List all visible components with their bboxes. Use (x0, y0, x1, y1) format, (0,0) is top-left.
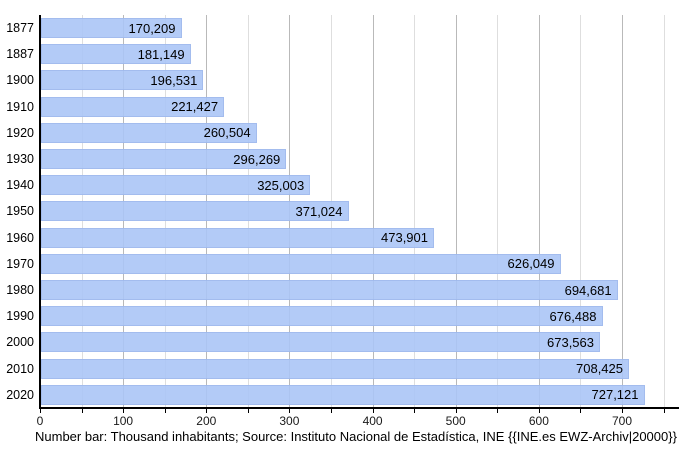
bar-1900: 196,531 (41, 70, 204, 91)
x-axis-tick (206, 409, 208, 413)
x-axis-tick (81, 409, 83, 413)
year-label: 1920 (6, 125, 34, 140)
bar-value-label: 181,149 (137, 46, 185, 62)
x-axis-tick-label: 500 (445, 414, 466, 428)
bar-value-label: 676,488 (549, 308, 597, 324)
bar-value-label: 296,269 (233, 151, 281, 167)
bar-1887: 181,149 (41, 44, 191, 65)
bar-value-label: 371,024 (295, 203, 343, 219)
year-label: 1887 (6, 47, 34, 62)
year-label: 1930 (6, 152, 34, 166)
bar-1960: 473,901 (41, 227, 434, 248)
bar-2020: 727,121 (41, 384, 645, 405)
chart-caption: Number bar: Thousand inhabitants; Source… (35, 429, 677, 444)
bar-value-label: 170,209 (128, 20, 176, 36)
bar-value-label: 626,049 (507, 256, 555, 272)
x-axis-tick (663, 409, 665, 413)
x-axis-tick (622, 409, 623, 413)
year-label: 2000 (6, 335, 34, 350)
bar-1950: 371,024 (41, 201, 349, 222)
year-label: 1940 (6, 178, 34, 193)
x-axis-tick-label: 200 (196, 414, 217, 428)
gridline-minor (580, 15, 582, 408)
x-axis-tick-label: 700 (611, 414, 633, 428)
x-axis-tick (123, 409, 125, 413)
gridline-minor (497, 15, 499, 408)
year-label: 1900 (6, 73, 34, 88)
gridline-major (622, 15, 623, 408)
x-axis-tick (289, 409, 291, 413)
x-axis-tick-label: 300 (279, 414, 300, 428)
bar-1940: 325,003 (41, 175, 311, 196)
year-label: 1877 (6, 21, 34, 35)
gridline-minor (663, 15, 665, 408)
year-label: 2020 (6, 387, 34, 402)
gridline-major (372, 15, 374, 408)
bar-1877: 170,209 (41, 18, 182, 38)
bar-1970: 626,049 (41, 253, 561, 274)
x-axis-tick-label: 600 (528, 414, 549, 428)
x-axis-tick (247, 409, 249, 413)
x-axis-tick (414, 409, 416, 413)
x-axis-tick (455, 409, 457, 413)
bar-value-label: 196,531 (150, 72, 198, 88)
gridline-major (538, 15, 540, 408)
bar-value-label: 325,003 (257, 177, 305, 193)
x-axis-tick (538, 409, 540, 413)
year-label: 1980 (6, 283, 34, 297)
gridline-minor (414, 15, 416, 408)
x-axis-tick (580, 409, 582, 413)
y-axis-line (39, 15, 41, 409)
bar-value-label: 221,427 (171, 99, 219, 115)
year-label: 1970 (6, 256, 34, 271)
x-axis-tick (331, 409, 332, 413)
x-axis-tick-label: 100 (113, 414, 134, 428)
year-label: 1950 (6, 204, 34, 219)
bar-value-label: 727,121 (591, 387, 639, 403)
x-axis-tick (372, 409, 374, 413)
bar-1910: 221,427 (41, 96, 225, 117)
x-axis-tick (40, 409, 41, 413)
x-axis-tick (164, 409, 166, 413)
bar-1920: 260,504 (41, 122, 257, 143)
bar-value-label: 708,425 (576, 361, 623, 377)
bar-2000: 673,563 (41, 332, 600, 353)
bar-1930: 296,269 (41, 149, 287, 169)
x-axis-tick (497, 409, 499, 413)
bar-1990: 676,488 (41, 306, 603, 327)
year-label: 1910 (6, 99, 34, 114)
bar-value-label: 473,901 (381, 230, 428, 246)
x-axis-tick-label: 0 (36, 414, 44, 428)
year-label: 1960 (6, 230, 34, 245)
bar-value-label: 260,504 (203, 125, 251, 141)
gridline-major (455, 15, 457, 408)
x-axis-tick-label: 400 (362, 414, 383, 428)
bar-value-label: 694,681 (564, 282, 612, 298)
x-axis-line (39, 407, 679, 409)
year-label: 2010 (6, 361, 34, 376)
bar-1980: 694,681 (41, 280, 618, 300)
bar-2010: 708,425 (41, 358, 629, 379)
bar-value-label: 673,563 (547, 334, 594, 350)
year-label: 1990 (6, 309, 34, 324)
